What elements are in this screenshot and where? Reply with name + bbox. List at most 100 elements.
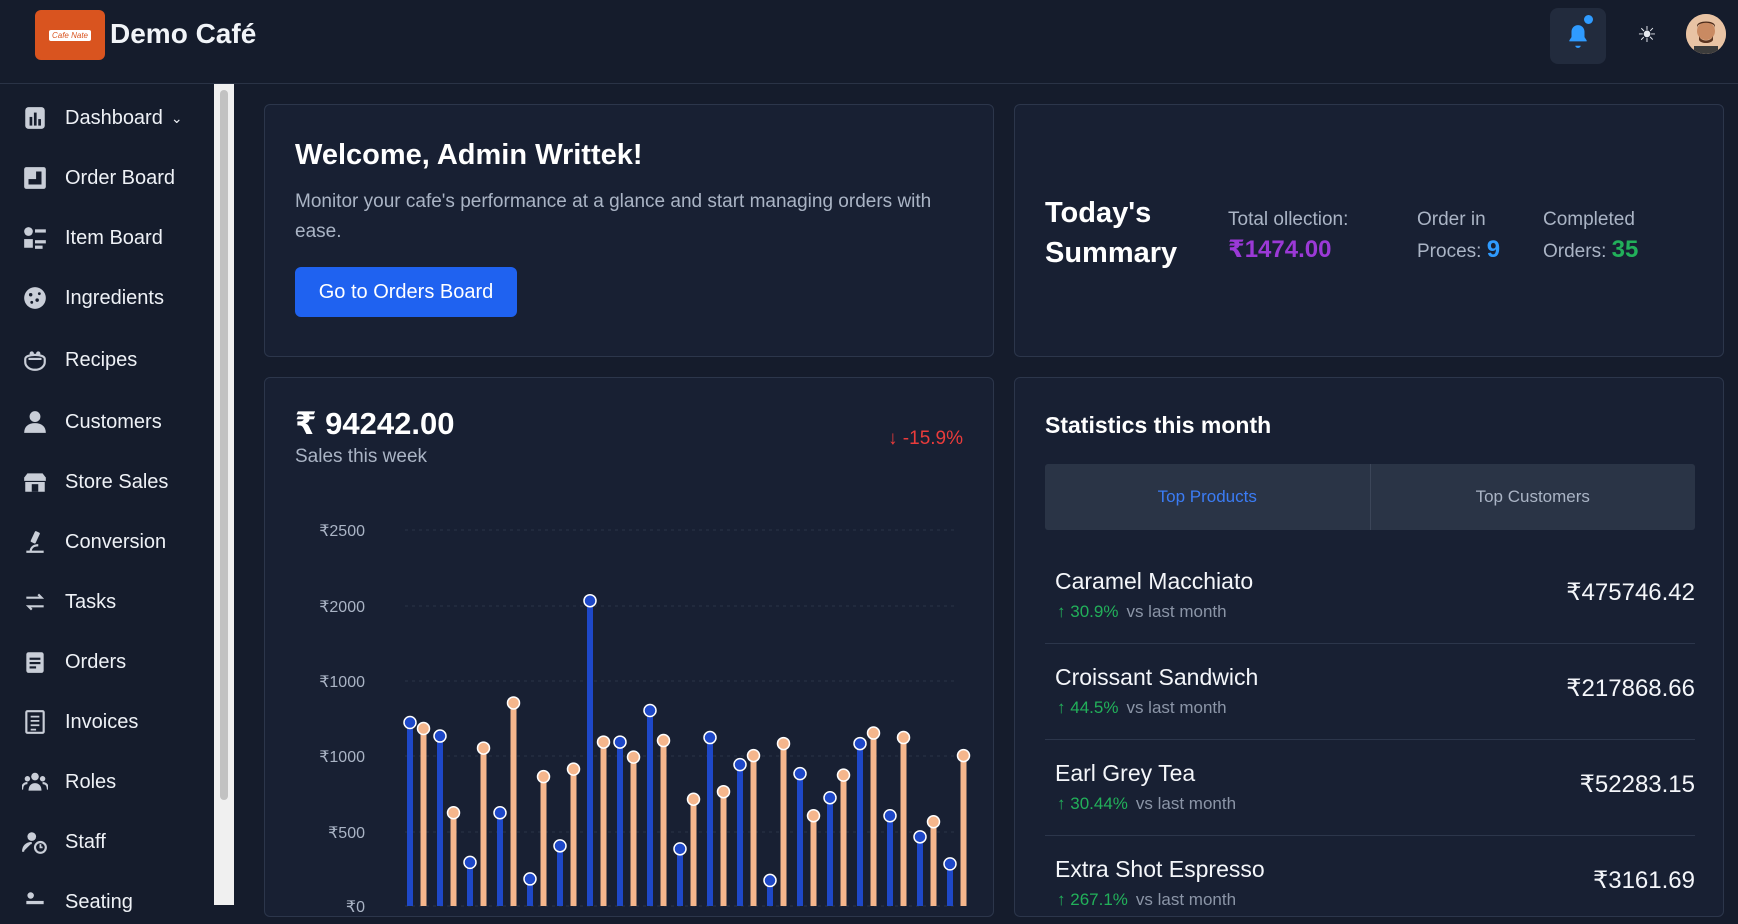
chart-bar[interactable] — [420, 728, 427, 906]
chart-point[interactable] — [433, 729, 447, 743]
chart-bar[interactable] — [660, 740, 667, 906]
chart-bar[interactable] — [750, 755, 757, 906]
sidebar-item-recipes[interactable]: Recipes — [0, 338, 214, 382]
chart-point[interactable] — [493, 806, 507, 820]
chart-point[interactable] — [806, 809, 821, 823]
scrollbar-thumb[interactable] — [220, 90, 228, 800]
chart-point[interactable] — [733, 757, 747, 772]
chart-bar[interactable] — [587, 600, 593, 906]
chart-bar[interactable] — [887, 815, 893, 906]
chart-point[interactable] — [673, 842, 687, 856]
chart-bar[interactable] — [497, 812, 503, 906]
chart-point[interactable] — [716, 784, 731, 799]
chart-bar[interactable] — [720, 791, 727, 906]
sidebar-item-conversion[interactable]: Conversion — [0, 520, 214, 564]
tab-top-customers[interactable]: Top Customers — [1475, 487, 1590, 506]
product-row[interactable]: Extra Shot Espresso ↑ 267.1% vs last mont… — [1045, 836, 1695, 916]
product-row[interactable]: Caramel Macchiato ↑ 30.9% vs last month ₹… — [1045, 548, 1695, 644]
sidebar-item-ingredients[interactable]: Ingredients — [0, 276, 214, 320]
chart-point[interactable] — [626, 750, 641, 764]
sidebar-item-roles[interactable]: Roles — [0, 760, 214, 804]
chart-point[interactable] — [463, 855, 477, 870]
chart-point[interactable] — [823, 790, 837, 805]
chart-bar[interactable] — [570, 769, 577, 906]
chart-point[interactable] — [536, 769, 551, 784]
chart-bar[interactable] — [947, 863, 953, 906]
sidebar-item-dashboard[interactable]: Dashboard ⌄ — [0, 96, 214, 140]
chart-point[interactable] — [476, 741, 491, 755]
chart-point[interactable] — [643, 703, 657, 718]
chart-bar[interactable] — [780, 743, 787, 906]
chart-bar[interactable] — [900, 737, 907, 906]
chart-point[interactable] — [686, 792, 701, 806]
chart-bar[interactable] — [810, 815, 817, 906]
chart-bar[interactable] — [647, 710, 653, 906]
chart-bar[interactable] — [690, 799, 697, 906]
chart-bar[interactable] — [797, 773, 803, 906]
avatar[interactable] — [1686, 14, 1726, 54]
chart-bar[interactable] — [617, 742, 623, 906]
notifications-button[interactable] — [1550, 8, 1606, 64]
chart-point[interactable] — [793, 766, 807, 781]
chart-bar[interactable] — [407, 722, 413, 906]
chart-bar[interactable] — [510, 702, 517, 906]
product-row[interactable]: Croissant Sandwich ↑ 44.5% vs last month … — [1045, 644, 1695, 740]
chart-bar[interactable] — [767, 880, 773, 906]
tab-top-products[interactable]: Top Products — [1045, 464, 1371, 530]
chart-point[interactable] — [523, 872, 537, 886]
chart-point[interactable] — [883, 809, 897, 823]
product-row[interactable]: Earl Grey Tea ↑ 30.44% vs last month ₹522… — [1045, 740, 1695, 836]
chart-point[interactable] — [776, 736, 791, 751]
chart-point[interactable] — [853, 736, 867, 751]
sidebar-item-staff[interactable]: Staff — [0, 820, 214, 864]
chart-bar[interactable] — [540, 776, 547, 906]
chart-bar[interactable] — [600, 742, 607, 906]
chart-bar[interactable] — [930, 821, 937, 906]
chart-point[interactable] — [746, 748, 761, 763]
chart-point[interactable] — [566, 762, 581, 776]
chart-point[interactable] — [446, 806, 461, 820]
chart-bar[interactable] — [677, 848, 683, 906]
chart-bar[interactable] — [437, 736, 443, 906]
chart-point[interactable] — [403, 715, 417, 730]
chart-point[interactable] — [703, 730, 717, 745]
chart-point[interactable] — [763, 873, 777, 888]
chart-point[interactable] — [656, 733, 671, 748]
chart-bar[interactable] — [480, 748, 487, 906]
chart-bar[interactable] — [917, 836, 923, 906]
chart-point[interactable] — [506, 696, 521, 710]
chart-bar[interactable] — [737, 764, 743, 906]
chart-point[interactable] — [416, 721, 431, 736]
chart-bar[interactable] — [827, 797, 833, 906]
sidebar-item-tasks[interactable]: Tasks — [0, 580, 214, 624]
chart-bar[interactable] — [707, 737, 713, 906]
chart-bar[interactable] — [450, 812, 457, 906]
sidebar-scrollbar[interactable] — [214, 84, 234, 905]
sidebar-item-store-sales[interactable]: Store Sales — [0, 460, 214, 504]
chart-bar[interactable] — [630, 757, 637, 906]
chart-point[interactable] — [553, 839, 567, 853]
chart-point[interactable] — [956, 748, 971, 763]
chart-bar[interactable] — [467, 862, 473, 906]
sidebar-item-customers[interactable]: Customers — [0, 400, 214, 444]
go-to-orders-board-button[interactable]: Go to Orders Board — [295, 267, 517, 317]
chart-bar[interactable] — [870, 733, 877, 906]
chart-point[interactable] — [913, 830, 927, 844]
chart-bar[interactable] — [840, 775, 847, 906]
chart-bar[interactable] — [527, 878, 533, 906]
chart-bar[interactable] — [960, 755, 967, 906]
theme-toggle-button[interactable]: ☀ — [1630, 18, 1664, 52]
chart-point[interactable] — [583, 593, 597, 608]
chart-point[interactable] — [926, 815, 941, 829]
chart-point[interactable] — [866, 726, 881, 740]
chart-bar[interactable] — [557, 845, 563, 906]
cafe-logo[interactable]: Cafe Nate — [35, 10, 105, 60]
sidebar-item-orders[interactable]: Orders — [0, 640, 214, 684]
chart-point[interactable] — [613, 735, 627, 749]
chart-point[interactable] — [943, 857, 957, 871]
chart-point[interactable] — [836, 768, 851, 782]
sidebar-item-invoices[interactable]: Invoices — [0, 700, 214, 744]
chart-bar[interactable] — [857, 743, 863, 906]
sidebar-item-item-board[interactable]: Item Board — [0, 216, 214, 260]
sidebar-item-order-board[interactable]: Order Board — [0, 156, 214, 200]
